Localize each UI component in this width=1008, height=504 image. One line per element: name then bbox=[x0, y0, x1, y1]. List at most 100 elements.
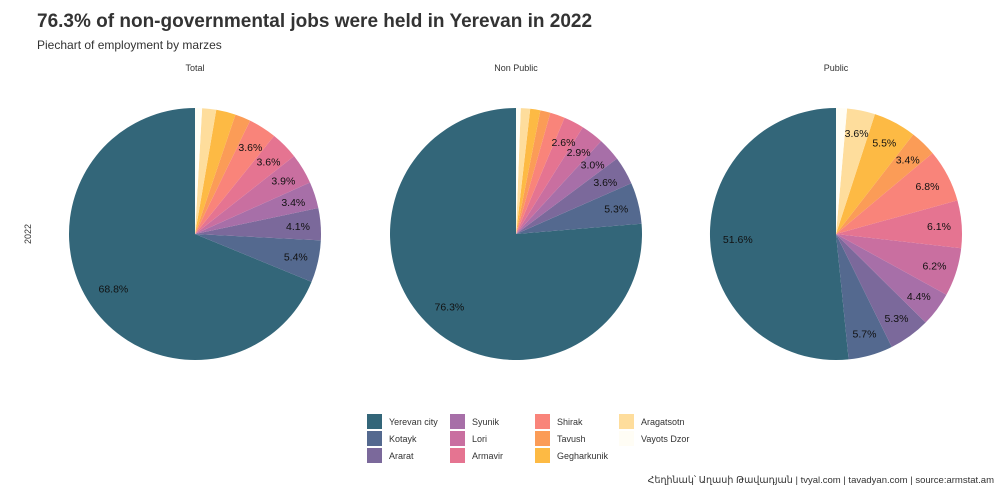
slice-label: 3.4% bbox=[896, 155, 920, 167]
slice-gegharkunik bbox=[516, 108, 541, 234]
pie-total: Total 68.8% 5.4% 4.1% 3.4% 3.9% 3.6% 3.6% bbox=[68, 63, 321, 361]
slice-shirak bbox=[836, 153, 958, 234]
slice-ararat bbox=[836, 234, 926, 347]
legend-item-vayots-dzor: Vayots Dzor bbox=[619, 430, 709, 447]
chart-subtitle: Piechart of employment by marzes bbox=[37, 38, 222, 52]
slice-label: 3.0% bbox=[581, 160, 605, 172]
slice-tavush bbox=[836, 134, 933, 234]
legend-key bbox=[367, 448, 382, 463]
slice-aragatsotn bbox=[516, 108, 531, 234]
slice-label: 2.9% bbox=[567, 147, 591, 159]
pie-charts: 2022Total68.8%5.4%4.1%3.4%3.9%3.6%3.6%No… bbox=[23, 63, 963, 361]
slice-syunik bbox=[195, 182, 319, 234]
slice-armavir bbox=[836, 200, 963, 249]
slice-kotayk bbox=[516, 183, 642, 234]
legend-item-gegharkunik: Gegharkunik bbox=[535, 447, 619, 464]
legend-label: Shirak bbox=[557, 416, 583, 427]
legend-label: Yerevan city bbox=[389, 416, 438, 427]
chart-title: 76.3% of non-governmental jobs were held… bbox=[37, 11, 593, 32]
slice-yerevan-city bbox=[709, 108, 849, 360]
legend-item-tavush: Tavush bbox=[535, 430, 619, 447]
slice-shirak bbox=[516, 112, 565, 234]
slice-label: 5.7% bbox=[853, 328, 877, 340]
slice-armavir bbox=[195, 135, 295, 234]
slice-aragatsotn bbox=[195, 108, 217, 234]
pie-non-public: Non Public 76.3% 5.3% 3.6% 3.0%2.9%2.6% bbox=[390, 63, 643, 360]
pie-public: Public 51.6% 5.7% 5.3% 4.4% 6.2% 6.1% 6.8% 3.4%5… bbox=[709, 63, 963, 360]
slice-lori bbox=[836, 234, 962, 295]
legend-item-shirak: Shirak bbox=[535, 413, 619, 430]
slice-label: 5.3% bbox=[885, 313, 909, 325]
slice-label: 3.6% bbox=[238, 142, 262, 154]
legend-label: Gegharkunik bbox=[557, 450, 609, 461]
legend-label: Armavir bbox=[472, 450, 503, 461]
slice-label: 5.5% bbox=[872, 138, 896, 150]
facet-title: Total bbox=[185, 63, 204, 73]
slice-kotayk bbox=[195, 234, 321, 282]
legend-item-aragatsotn: Aragatsotn bbox=[619, 413, 709, 430]
legend-key bbox=[535, 431, 550, 446]
slice-shirak bbox=[195, 120, 275, 234]
legend-key bbox=[450, 414, 465, 429]
legend-key bbox=[367, 414, 382, 429]
facet-title: Non Public bbox=[494, 63, 538, 73]
legend-key bbox=[535, 414, 550, 429]
legend-key bbox=[367, 431, 382, 446]
slice-label: 3.6% bbox=[845, 128, 869, 140]
slice-label: 4.4% bbox=[907, 291, 931, 303]
legend-label: Kotayk bbox=[389, 433, 417, 444]
legend-key bbox=[619, 414, 634, 429]
slice-vayots-dzor bbox=[516, 108, 521, 234]
slice-gegharkunik bbox=[195, 109, 236, 234]
slice-tavush bbox=[516, 110, 551, 234]
slice-label: 3.9% bbox=[271, 176, 295, 188]
slice-armavir bbox=[516, 117, 583, 234]
slice-lori bbox=[195, 156, 310, 234]
slice-vayots-dzor bbox=[836, 108, 848, 234]
slice-label: 3.6% bbox=[257, 156, 281, 168]
facet-title: Public bbox=[824, 63, 849, 73]
legend-item-lori: Lori bbox=[450, 430, 535, 447]
legend-item-ararat: Ararat bbox=[367, 447, 450, 464]
slice-ararat bbox=[516, 158, 632, 234]
slice-label: 6.2% bbox=[923, 260, 947, 272]
slice-kotayk bbox=[836, 234, 892, 360]
slice-label: 3.6% bbox=[593, 177, 617, 189]
slice-label: 5.4% bbox=[284, 252, 308, 264]
legend-item-kotayk: Kotayk bbox=[367, 430, 450, 447]
slice-vayots-dzor bbox=[195, 108, 203, 234]
legend-key bbox=[535, 448, 550, 463]
slice-label: 6.1% bbox=[927, 221, 951, 233]
slice-yerevan-city bbox=[68, 108, 312, 361]
row-label: 2022 bbox=[23, 224, 33, 244]
slice-gegharkunik bbox=[836, 114, 914, 234]
slice-label: 2.6% bbox=[552, 137, 576, 149]
legend-label: Syunik bbox=[472, 416, 500, 427]
slice-label: 76.3% bbox=[435, 301, 465, 313]
legend-item-armavir: Armavir bbox=[450, 447, 535, 464]
caption: Հեղինակ՝ Աղասի Թավադյան | tvyal.com | ta… bbox=[647, 475, 994, 486]
slice-tavush bbox=[195, 114, 251, 234]
legend-label: Ararat bbox=[389, 450, 414, 461]
slice-yerevan-city bbox=[390, 108, 643, 360]
slice-ararat bbox=[195, 208, 321, 241]
legend-item-yerevan-city: Yerevan city bbox=[367, 413, 450, 430]
legend-item-syunik: Syunik bbox=[450, 413, 535, 430]
legend-label: Tavush bbox=[557, 433, 586, 444]
slice-aragatsotn bbox=[836, 108, 875, 234]
slice-label: 4.1% bbox=[286, 221, 310, 233]
legend-key bbox=[450, 448, 465, 463]
slice-lori bbox=[516, 127, 602, 234]
slice-syunik bbox=[516, 141, 617, 234]
slice-label: 3.4% bbox=[281, 197, 305, 209]
slice-label: 51.6% bbox=[723, 234, 753, 246]
slice-label: 68.8% bbox=[99, 284, 129, 296]
slice-label: 6.8% bbox=[916, 181, 940, 193]
slice-syunik bbox=[836, 234, 947, 323]
legend: Yerevan city Kotayk Ararat Syunik Lori Armavi… bbox=[367, 413, 709, 464]
legend-key bbox=[619, 431, 634, 446]
legend-label: Lori bbox=[472, 433, 488, 444]
slice-label: 5.3% bbox=[604, 204, 628, 216]
legend-label: Aragatsotn bbox=[641, 416, 685, 427]
legend-key bbox=[450, 431, 465, 446]
